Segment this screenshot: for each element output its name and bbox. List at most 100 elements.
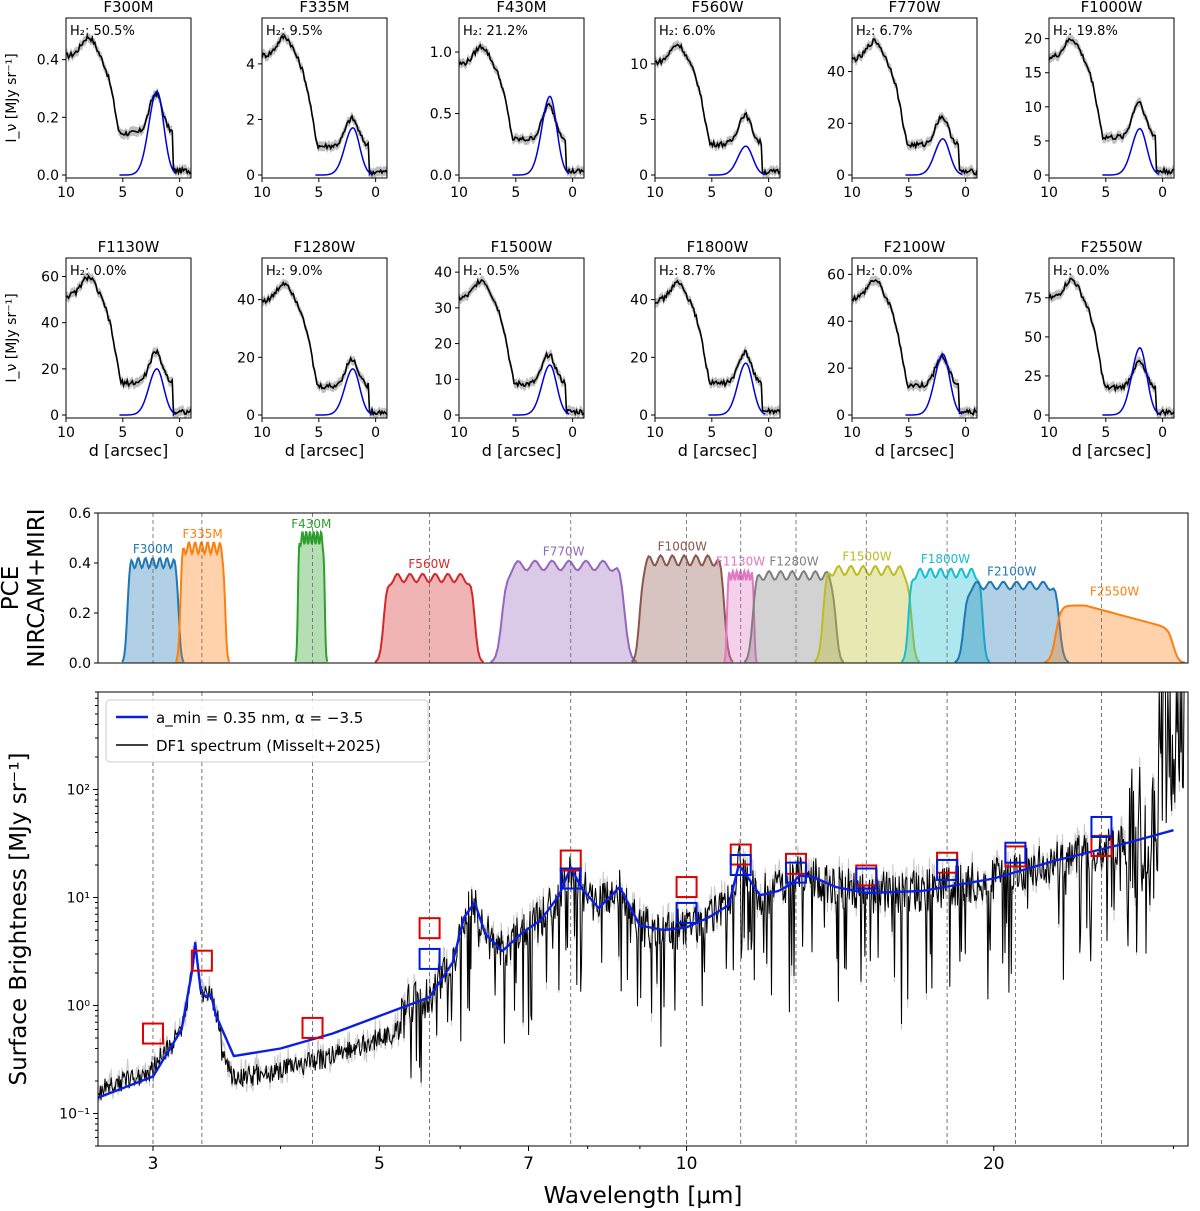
- profile-observed-line: [1048, 277, 1175, 417]
- spectrum-x-axis-label: Wavelength [μm]: [544, 1183, 743, 1209]
- y-tick-label: 40: [41, 316, 59, 332]
- y-tick-label: 0: [246, 408, 255, 424]
- x-tick-label: 0: [1158, 425, 1167, 441]
- y-tick-label: 20: [1024, 32, 1042, 48]
- profile-model-line: [512, 364, 570, 416]
- photometry-model-marker-f2100w: [1004, 841, 1027, 864]
- x-tick-label: 5: [511, 425, 520, 441]
- y-tick-label: 40: [630, 293, 648, 309]
- filter-curve-f335m: F335M: [174, 527, 231, 663]
- x-tick-label: 10: [646, 425, 664, 441]
- h2-fraction-label: H₂: 19.8%: [1053, 24, 1118, 39]
- filter-label: F1800W: [921, 552, 970, 566]
- filter-curve-f770w: F770W: [490, 545, 638, 663]
- photometry-model-marker-f2550w: [1090, 815, 1113, 838]
- x-tick-label: 5: [904, 185, 913, 201]
- profile-model-line: [1102, 127, 1160, 176]
- filter-area: [122, 558, 184, 663]
- y-tick-label: 4: [246, 57, 255, 73]
- filter-label: F335M: [183, 527, 223, 541]
- profile-axes-frame: [654, 257, 781, 419]
- profile-observed-line: [261, 281, 388, 417]
- filter-label: F2550W: [1090, 585, 1139, 599]
- filter-curve-f2550w: F2550W: [1044, 585, 1185, 664]
- y-tick-label: 20: [41, 362, 59, 378]
- x-tick-label: 10: [646, 185, 664, 201]
- y-tick-label: 20: [237, 350, 255, 366]
- profile-title: F1500W: [491, 238, 553, 256]
- filter-label: F430M: [291, 517, 331, 531]
- filter-line: [174, 541, 231, 663]
- y-tick-label: 0.4: [37, 53, 59, 69]
- profile-y-axis-label: I_ν [MJy sr⁻¹]: [4, 53, 20, 142]
- y-tick-label: 10¹: [67, 891, 90, 907]
- profile-title: F430M: [496, 0, 546, 16]
- x-tick-label: 0: [568, 425, 577, 441]
- profile-panel-f1280w: F1280W H₂: 9.0% 0 20 40 10 5 0 d [arcsec]: [237, 238, 388, 460]
- filter-line: [490, 559, 638, 663]
- x-tick-label: 7: [523, 1154, 534, 1174]
- y-tick-label: 20: [827, 361, 845, 377]
- filter-line: [631, 553, 734, 663]
- x-tick-label: 10: [843, 185, 861, 201]
- profile-axes-frame: [851, 257, 978, 419]
- spectrum-axes-frame: [97, 691, 1189, 1147]
- h2-fraction-label: H₂: 6.0%: [659, 24, 716, 39]
- x-tick-label: 5: [314, 185, 323, 201]
- x-tick-label: 20: [983, 1154, 1005, 1174]
- profile-uncertainty-band: [1049, 273, 1174, 420]
- profile-uncertainty-band: [459, 40, 584, 178]
- filter-area: [1044, 605, 1185, 663]
- x-tick-label: 0: [764, 425, 773, 441]
- pce-y-axis-label: PCE: [0, 566, 24, 610]
- x-tick-label: 0: [175, 185, 184, 201]
- profile-axes-frame: [1048, 257, 1175, 419]
- photometry-observed-marker-f430m: [301, 1016, 324, 1039]
- filter-line: [954, 580, 1070, 663]
- profile-title: F335M: [299, 0, 349, 16]
- x-tick-label: 0: [371, 185, 380, 201]
- profile-uncertainty-band: [66, 271, 191, 420]
- y-tick-label: 40: [827, 314, 845, 330]
- x-tick-label: 10: [843, 425, 861, 441]
- x-tick-label: 10: [253, 185, 271, 201]
- profile-uncertainty-band: [66, 31, 191, 179]
- profile-observed-line: [851, 279, 978, 417]
- y-tick-label: 25: [1024, 369, 1042, 385]
- y-tick-label: 10²: [67, 783, 90, 799]
- profile-observed-line: [654, 43, 781, 176]
- y-tick-label: 60: [41, 270, 59, 286]
- y-tick-label: 0.2: [37, 110, 59, 126]
- filter-line: [900, 567, 991, 663]
- y-tick-label: 2: [246, 112, 255, 128]
- y-tick-label: 0: [836, 408, 845, 424]
- legend: a_min = 0.35 nm, α = −3.5 DF1 spectrum (M…: [105, 699, 429, 763]
- x-tick-label: 10: [450, 185, 468, 201]
- x-tick-label: 5: [707, 425, 716, 441]
- profile-title: F1000W: [1081, 0, 1143, 16]
- filter-label: F2100W: [987, 565, 1036, 579]
- y-tick-label: 0: [443, 408, 452, 424]
- profile-title: F1130W: [98, 238, 160, 256]
- filter-curve-f2100w: F2100W: [954, 565, 1070, 663]
- y-tick-label: 20: [434, 337, 452, 353]
- profile-x-axis-label: d [arcsec]: [89, 441, 169, 460]
- photometry-model-marker-f1800w: [936, 858, 959, 881]
- filter-line: [374, 572, 485, 663]
- y-tick-label: 10⁻¹: [59, 1106, 90, 1122]
- profile-model-line: [512, 95, 570, 176]
- filter-label: F1000W: [658, 540, 707, 554]
- x-tick-label: 0: [764, 185, 773, 201]
- y-tick-label: 0: [50, 408, 59, 424]
- x-tick-label: 5: [904, 425, 913, 441]
- y-tick-label: 1.0: [430, 45, 452, 61]
- x-tick-label: 10: [253, 425, 271, 441]
- y-tick-label: 5: [1033, 134, 1042, 150]
- photometry-observed-marker-f560w: [418, 917, 441, 940]
- x-tick-label: 5: [1101, 185, 1110, 201]
- profile-x-axis-label: d [arcsec]: [482, 441, 562, 460]
- y-tick-label: 0: [836, 168, 845, 184]
